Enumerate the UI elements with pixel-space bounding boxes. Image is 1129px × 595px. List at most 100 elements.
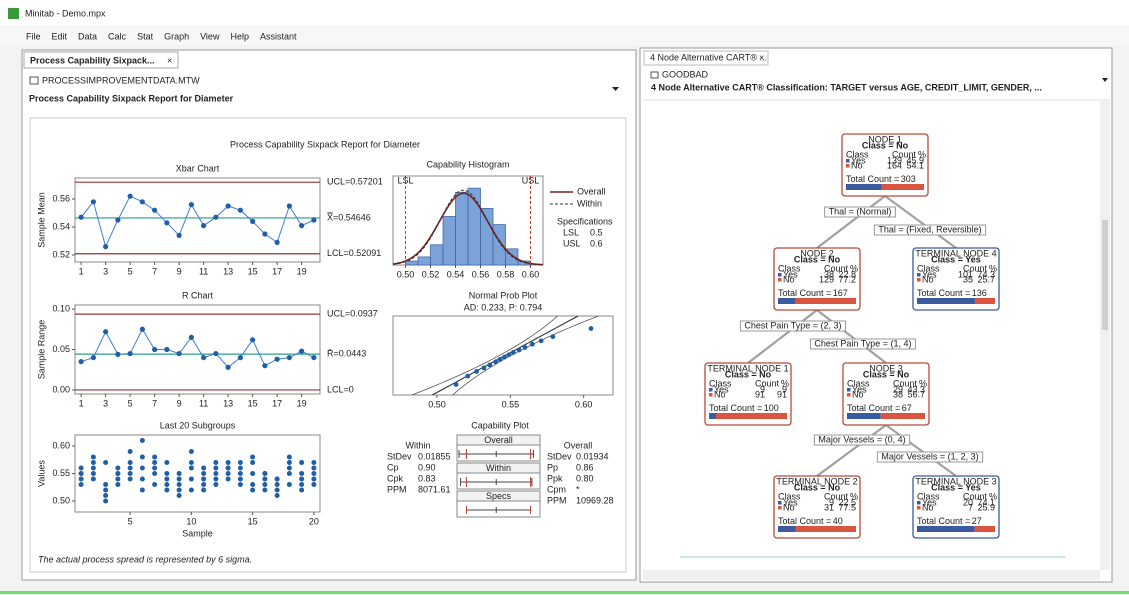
x-axis-label: Sample [182,528,213,538]
data-point [90,199,96,205]
data-point [311,476,317,482]
data-point [164,220,170,226]
class-swatch [917,273,921,277]
x-tick-label: 0.56 [472,269,490,279]
data-point [250,454,256,460]
data-point [225,203,231,209]
menu-item[interactable]: Calc [108,31,127,41]
legend-label: Overall [577,186,606,196]
x-tick-label: 5 [128,266,133,276]
stat-value: 0.83 [418,473,436,483]
y-axis-label: Values [36,460,46,487]
x-tick-label: 19 [297,266,307,276]
data-point [103,493,109,498]
data-point [274,487,280,493]
data-point [188,465,194,471]
class-name: Yes [783,269,798,279]
menu-item[interactable]: Graph [164,31,189,41]
data-point [78,482,84,487]
left-tab[interactable] [23,51,179,69]
total-count: Total Count = 167 [778,288,848,298]
data-point [176,482,182,487]
data-point [286,354,292,361]
control-label: LCL=0.52091 [327,248,381,258]
data-point [201,482,207,487]
class-swatch [847,388,851,392]
spec-name: LSL [563,227,579,237]
x-tick-label: 15 [248,266,258,276]
data-point [127,465,133,471]
node-class: Class = No [725,369,772,379]
total-value: 303 [901,174,916,184]
data-point [299,476,305,482]
chart-title: Last 20 Subgroups [160,420,236,430]
class-name: Yes [852,384,867,394]
total-label: Total Count = [846,174,899,184]
right-tab[interactable] [643,50,769,66]
split-label: Thal = (Normal) [829,206,892,216]
data-point [311,217,317,223]
x-tick-label: 9 [177,398,182,408]
col-header: Class [778,491,801,501]
menu-item[interactable]: Data [78,31,97,41]
data-point [225,364,231,370]
dropdown[interactable] [1102,78,1108,82]
col-header: Count [824,263,849,273]
v-scrollbar[interactable] [1100,101,1110,570]
menu-bar [0,27,1129,45]
tree-link [885,424,957,477]
class-bar [974,526,995,532]
data-point [250,460,256,465]
spec-label: LSL [397,175,413,185]
data-point [188,449,194,454]
x-tick-label: 7 [152,266,157,276]
data-point [506,352,512,358]
class-pct: 9 [782,384,787,394]
menu-item[interactable]: Stat [137,31,154,41]
stat-name: PPM [387,484,407,494]
menu-item[interactable]: View [200,31,220,41]
tree-node [841,133,929,197]
stat-value: * [576,484,580,494]
menu-item[interactable]: Assistant [260,31,297,41]
report-title: Process Capability Sixpack Report for Di… [230,139,420,149]
stat-name: Cp [387,462,399,472]
class-count: 20 [963,497,973,507]
data-point [127,471,133,476]
plot-frame [74,434,321,513]
total-value: 27 [972,516,982,526]
v-thumb[interactable] [1102,220,1108,330]
data-point [250,482,256,487]
data-point [201,354,207,361]
menu-item[interactable]: Edit [52,31,68,41]
stat-value: 10969.28 [576,495,614,505]
report-footer: The actual process spread is represented… [38,554,252,564]
data-point [225,476,231,482]
data-point [103,244,109,250]
node-title: NODE 3 [869,363,903,373]
class-swatch [778,506,782,510]
class-count: 35 [963,274,973,284]
tree-link [884,195,957,249]
title-bar [0,0,1129,26]
x-tick-label: 0.60 [575,399,593,409]
menu-item[interactable]: File [26,31,41,41]
histogram-bar [417,256,431,266]
class-pct: 91 [777,389,787,399]
class-name: Yes [851,155,866,165]
data-point [188,334,194,340]
data-point [90,454,96,460]
class-swatch [709,388,713,392]
col-header: % [850,263,858,273]
data-point [78,471,84,476]
data-point [139,326,145,332]
data-point [78,214,84,220]
class-pct: 74.3 [977,269,995,279]
total-value: 40 [833,516,843,526]
menu-item[interactable]: Help [230,31,249,41]
h-scrollbar[interactable] [643,570,1100,580]
dropdown[interactable] [612,87,619,91]
node-class: Class = Yes [931,482,981,492]
split-label: Major Vessels = (1, 2, 3) [881,451,978,461]
